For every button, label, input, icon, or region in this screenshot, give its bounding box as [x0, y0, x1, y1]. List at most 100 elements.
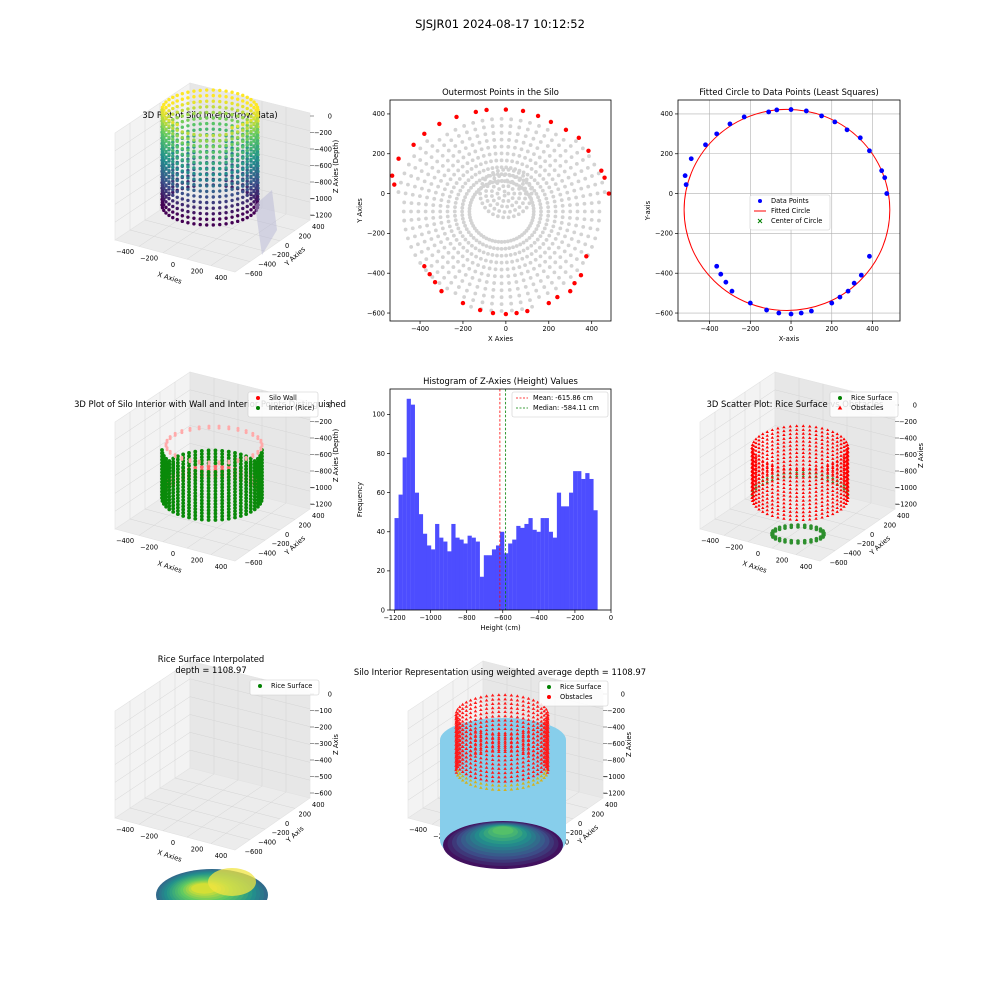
obstacle-point	[842, 487, 846, 491]
obstacle-point	[509, 723, 514, 727]
interior-point	[181, 501, 186, 506]
obstacle-point	[531, 757, 536, 761]
obstacle-point	[795, 495, 799, 498]
obstacle-point	[795, 432, 799, 435]
obstacle-point	[490, 706, 495, 710]
interior-point	[504, 253, 509, 258]
silo-point	[255, 105, 260, 109]
silo-point	[198, 133, 202, 137]
obstacle-point	[825, 506, 830, 510]
interior-point	[181, 462, 186, 466]
interior-point	[517, 196, 521, 201]
interior-point	[510, 159, 515, 164]
silo-point	[171, 106, 175, 111]
interior-point	[481, 265, 486, 269]
y-tick-label: 0	[669, 190, 673, 198]
obstacle-point	[770, 455, 775, 458]
obstacle-point	[546, 747, 550, 750]
silo-point	[218, 200, 222, 204]
silo-point	[175, 162, 179, 166]
obstacle-point	[801, 518, 805, 521]
silo-point	[198, 194, 202, 199]
obstacle-point	[539, 727, 544, 731]
silo-point	[164, 188, 168, 193]
obstacle-point	[844, 479, 848, 482]
obstacle-point	[509, 753, 514, 757]
obstacle-point	[468, 698, 473, 702]
silo-point	[249, 114, 253, 119]
interior-point	[171, 481, 176, 485]
obstacle-point	[750, 443, 755, 447]
silo-point	[224, 106, 228, 110]
interior-point	[451, 163, 455, 168]
silo-point	[175, 195, 179, 199]
interior-point	[252, 478, 257, 483]
interior-point	[164, 504, 169, 509]
interior-point	[521, 278, 526, 283]
data-point	[832, 119, 838, 125]
obstacle-point	[542, 755, 546, 758]
obstacle-point	[464, 751, 469, 755]
silo-point	[175, 178, 179, 183]
obstacle-point	[535, 746, 540, 750]
interior-point	[566, 175, 571, 180]
obstacle-point	[473, 722, 478, 726]
interior-point	[429, 263, 434, 268]
interior-point	[445, 236, 450, 241]
obstacle-point	[464, 780, 469, 784]
interior-point	[567, 222, 571, 227]
obstacle-point	[757, 484, 761, 488]
interior-point	[573, 246, 577, 251]
y-tick-label: 200	[372, 150, 385, 158]
interior-point	[492, 176, 497, 181]
interior-point	[508, 209, 512, 214]
interior-point	[593, 236, 598, 241]
interior-point	[580, 146, 585, 151]
obstacle-point	[801, 510, 805, 514]
outer-point	[602, 175, 607, 180]
obstacle-point	[521, 703, 525, 707]
x-tick-label: −400	[116, 537, 134, 545]
silo-point	[245, 120, 249, 125]
silo-point	[175, 139, 179, 144]
obstacle-point	[521, 712, 525, 716]
interior-point	[478, 191, 483, 196]
obstacle-point	[484, 744, 489, 748]
obstacle-point	[454, 710, 459, 714]
obstacle-point	[458, 729, 462, 733]
obstacle-point	[808, 440, 812, 443]
x-tick-label: 200	[542, 325, 555, 333]
obstacle-point	[776, 477, 780, 481]
obstacle-point	[788, 440, 792, 443]
obstacle-point	[752, 456, 756, 459]
wall-point	[180, 455, 184, 459]
rice-surface-point	[802, 538, 807, 543]
obstacle-point	[831, 434, 835, 437]
silo-point	[171, 157, 175, 161]
interior-point	[536, 223, 540, 228]
wall-point	[173, 431, 177, 435]
interior-point	[213, 518, 218, 522]
interior-point	[511, 152, 516, 157]
silo-point	[245, 182, 249, 186]
interior-point	[422, 179, 427, 184]
interior-point	[490, 238, 495, 243]
obstacle-point	[526, 763, 531, 767]
obstacle-point	[526, 726, 531, 730]
silo-point	[198, 99, 202, 104]
interior-point	[546, 209, 551, 214]
rice-surface-point	[789, 538, 794, 543]
obstacle-point	[782, 452, 786, 456]
silo-point	[218, 206, 222, 210]
obstacle-point	[808, 443, 812, 447]
silo-point	[160, 127, 165, 132]
data-point	[683, 182, 689, 188]
obstacle-point	[542, 742, 546, 746]
rice-surface-point	[802, 523, 807, 528]
interior-point	[206, 505, 211, 510]
obstacle-point	[484, 748, 489, 752]
obstacle-point	[526, 742, 531, 746]
obstacle-point	[473, 784, 478, 788]
interior-point	[505, 204, 510, 209]
obstacle-point	[468, 719, 473, 723]
